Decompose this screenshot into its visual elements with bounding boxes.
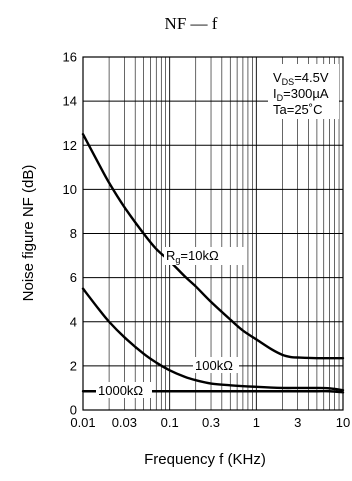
y-tick-label: 6 [70, 270, 77, 285]
y-tick-label: 8 [70, 226, 77, 241]
series-rg10k-curve [81, 133, 345, 360]
series-label-100k: 100kΩ [195, 358, 233, 373]
y-tick-label: 2 [70, 358, 77, 373]
x-tick-label: 0.1 [161, 415, 179, 430]
y-tick-label: 16 [63, 50, 77, 65]
series-100k-curve [81, 287, 345, 392]
plot-frame [82, 56, 344, 411]
series-1000k-curve [81, 389, 345, 394]
x-tick-label: 1 [253, 415, 260, 430]
y-tick-label: 4 [70, 314, 77, 329]
y-axis-title: Noise figure NF (dB) [20, 165, 37, 302]
condition-id: ID=300µA [273, 86, 329, 103]
x-tick-label: 0.3 [202, 415, 220, 430]
condition-ta: Ta=25˚C [273, 102, 323, 117]
condition-vds: VDS=4.5V [273, 70, 329, 87]
y-tick-labels: 0 2 4 6 8 10 12 14 16 [63, 50, 77, 418]
x-tick-label: 0.03 [112, 415, 137, 430]
y-tick-label: 14 [63, 94, 77, 109]
conditions-box [268, 64, 339, 119]
grid [83, 57, 343, 410]
x-tick-label: 10 [336, 415, 350, 430]
chart-title: NF — f [165, 14, 218, 33]
y-tick-label: 10 [63, 182, 77, 197]
series-label-rg10k: Rg=10kΩ [166, 248, 219, 265]
x-tick-label: 0.01 [70, 415, 95, 430]
y-tick-label: 0 [70, 403, 77, 418]
series-label-bg-1000k [96, 382, 152, 398]
series-label-1000k: 1000kΩ [98, 383, 143, 398]
x-axis-title: Frequency f (KHz) [144, 451, 266, 468]
x-tick-labels: 0.01 0.03 0.1 0.3 1 3 10 [70, 415, 350, 430]
series-label-bg-100k [193, 357, 239, 373]
series-label-bg-rg10k [164, 247, 246, 265]
y-tick-label: 12 [63, 138, 77, 153]
series-curves [81, 133, 345, 394]
x-tick-label: 3 [294, 415, 301, 430]
